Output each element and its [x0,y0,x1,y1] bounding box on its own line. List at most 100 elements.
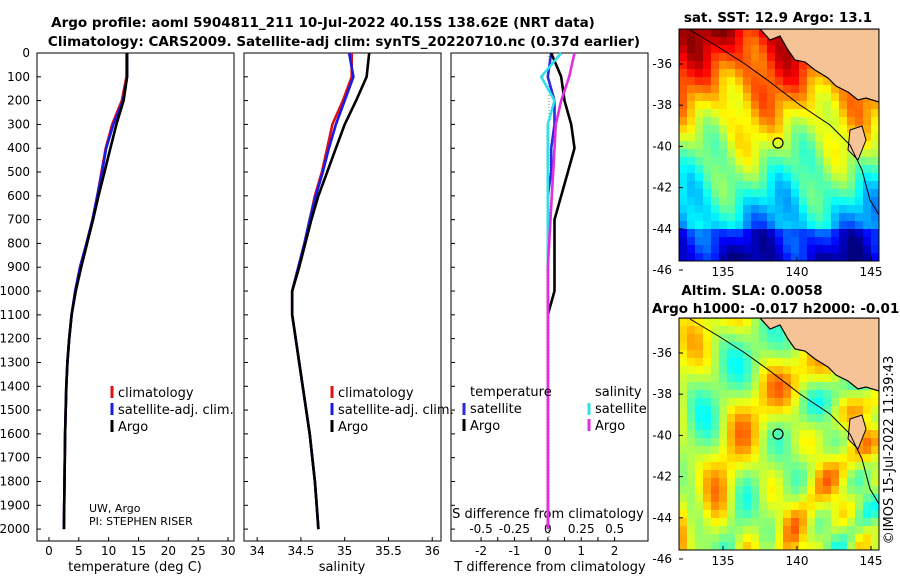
field-cell [863,125,872,134]
field-cell [695,181,704,190]
field-cell [807,133,816,142]
field-cell [823,165,832,174]
field-cell [807,205,816,214]
field-cell [823,85,832,94]
field-cell [767,438,776,447]
field-cell [751,510,760,519]
field-cell [775,149,784,158]
field-cell [711,414,720,423]
field-cell [799,181,808,190]
field-cell [743,221,752,230]
field-cell [863,181,872,190]
field-cell [855,213,864,222]
field-cell [719,430,728,439]
map-lat-label: -46 [652,263,672,277]
field-cell [687,446,696,455]
field-cell [767,526,776,535]
sla-yticks: -36 -38 -40 -42 -44 -46 [652,346,683,566]
field-cell [703,61,712,70]
field-cell [831,422,840,431]
field-cell [815,382,824,391]
field-cell [823,77,832,86]
field-cell [767,117,776,126]
field-cell [799,398,808,407]
field-cell [759,245,768,254]
field-cell [799,213,808,222]
field-cell [687,149,696,158]
field-cell [719,422,728,431]
field-cell [727,165,736,174]
sla-land [679,318,879,392]
field-cell [695,414,704,423]
field-cell [743,478,752,487]
field-cell [799,237,808,246]
field-cell [735,342,744,351]
field-cell [743,342,752,351]
field-cell [735,382,744,391]
field-cell [791,165,800,174]
field-cell [855,542,864,550]
field-cell [687,342,696,351]
field-cell [679,197,688,206]
field-cell [735,189,744,198]
depth-tick-label: 1700 [0,451,30,465]
field-cell [799,93,808,102]
field-cell [847,478,856,487]
field-cell [711,53,720,62]
field-cell [695,165,704,174]
field-cell [823,398,832,407]
field-cell [727,237,736,246]
field-cell [831,133,840,142]
field-cell [727,149,736,158]
field-cell [703,462,712,471]
field-cell [823,510,832,519]
field-cell [847,446,856,455]
field-cell [727,462,736,471]
field-cell [695,318,704,327]
field-cell [703,77,712,86]
field-cell [879,181,888,190]
field-cell [863,237,872,246]
field-cell [871,486,879,495]
field-cell [879,133,888,142]
field-cell [815,518,824,527]
field-cell [751,117,760,126]
field-cell [703,141,712,150]
field-cell [871,229,879,238]
field-cell [879,85,888,94]
field-cell [703,438,712,447]
field-cell [831,486,840,495]
field-cell [775,342,784,351]
field-cell [743,358,752,367]
field-cell [847,101,856,110]
field-cell [791,470,800,479]
field-cell [703,245,712,254]
field-cell [679,173,688,182]
field-cell [735,85,744,94]
field-cell [823,366,832,375]
field-cell [751,85,760,94]
field-cell [791,478,800,487]
field-cell [783,462,792,471]
field-cell [695,221,704,230]
field-cell [719,157,728,166]
field-cell [879,318,888,327]
field-cell [743,205,752,214]
field-cell [727,189,736,198]
field-cell [831,406,840,415]
field-cell [751,77,760,86]
field-cell [743,53,752,62]
field-cell [687,414,696,423]
field-cell [759,101,768,110]
field-cell [847,117,856,126]
field-cell [695,366,704,375]
field-cell [871,518,879,527]
field-cell [839,109,848,118]
field-cell [775,478,784,487]
field-cell [703,237,712,246]
map-lon-label: 145 [860,554,883,568]
sst-contour [689,29,879,216]
field-cell [711,502,720,511]
field-cell [839,550,848,559]
field-cell [687,61,696,70]
